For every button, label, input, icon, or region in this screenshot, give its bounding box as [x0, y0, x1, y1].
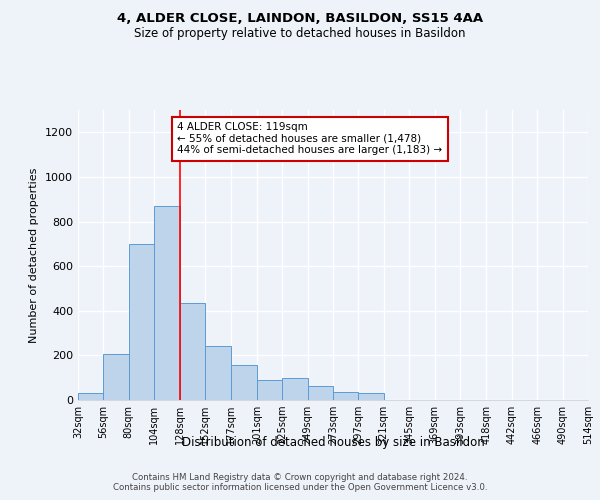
Text: Distribution of detached houses by size in Basildon: Distribution of detached houses by size …: [182, 436, 484, 449]
Text: Size of property relative to detached houses in Basildon: Size of property relative to detached ho…: [134, 28, 466, 40]
Bar: [308, 386, 333, 400]
Bar: [333, 392, 358, 400]
Bar: [154, 206, 179, 400]
Bar: [358, 394, 384, 400]
Bar: [257, 380, 282, 400]
Bar: [103, 354, 129, 400]
Text: 4, ALDER CLOSE, LAINDON, BASILDON, SS15 4AA: 4, ALDER CLOSE, LAINDON, BASILDON, SS15 …: [117, 12, 483, 26]
Bar: [282, 378, 308, 400]
Bar: [129, 244, 154, 400]
Bar: [78, 394, 103, 400]
Text: Contains HM Land Registry data © Crown copyright and database right 2024.
Contai: Contains HM Land Registry data © Crown c…: [113, 473, 487, 492]
Text: 4 ALDER CLOSE: 119sqm
← 55% of detached houses are smaller (1,478)
44% of semi-d: 4 ALDER CLOSE: 119sqm ← 55% of detached …: [178, 122, 443, 156]
Y-axis label: Number of detached properties: Number of detached properties: [29, 168, 40, 342]
Bar: [179, 303, 205, 400]
Bar: [232, 366, 257, 400]
Bar: [205, 346, 232, 400]
